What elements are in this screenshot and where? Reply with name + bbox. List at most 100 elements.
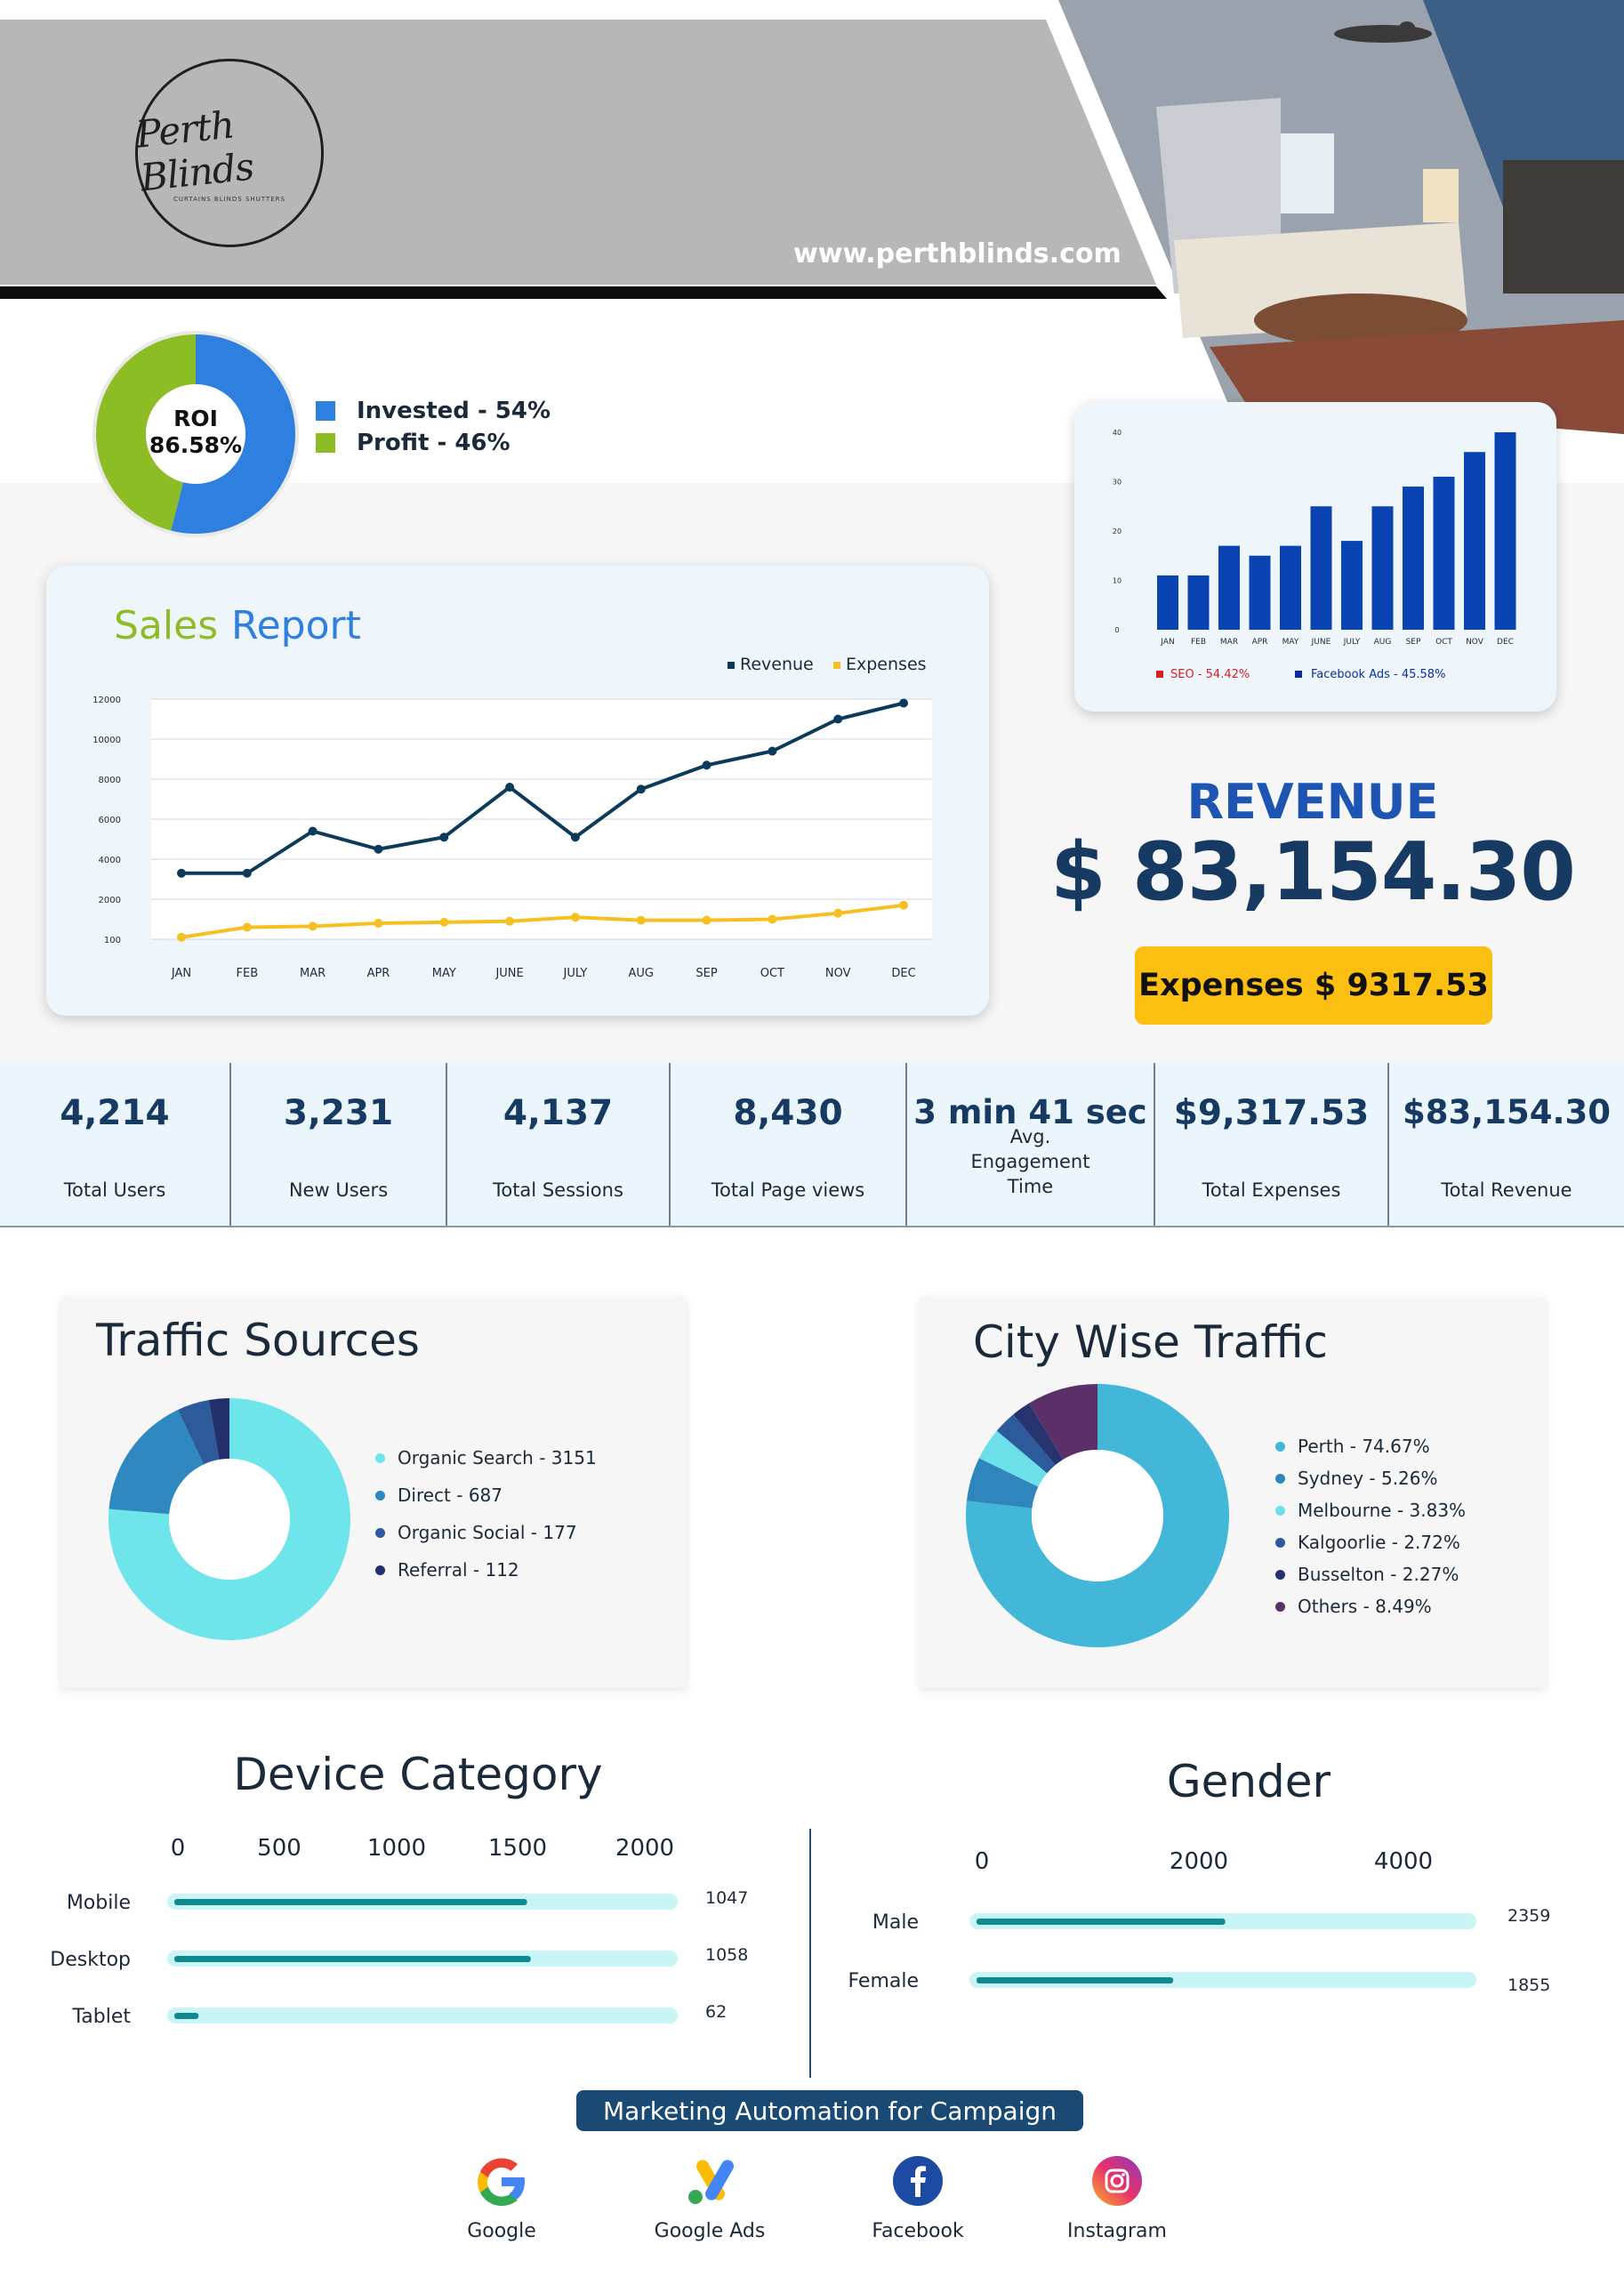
x-tick-label: APR — [367, 967, 390, 980]
google-channel[interactable]: Google — [413, 2152, 591, 2242]
y-tick-label: 0 — [1114, 626, 1119, 634]
traffic-sources-legend: Organic Search - 3151 Direct - 687 Organic… — [375, 1439, 597, 1589]
sales-title-part: Report — [231, 603, 361, 648]
x-tick-label: 4000 — [1374, 1848, 1433, 1875]
bar — [1371, 506, 1394, 630]
legend-dot — [375, 1452, 385, 1463]
legend-item: Sydney - 5.26% — [1275, 1462, 1466, 1494]
city-traffic-donut — [966, 1384, 1229, 1647]
legend-label: Organic Social - 177 — [398, 1522, 577, 1543]
data-point — [374, 919, 383, 928]
x-tick-label: NOV — [1466, 638, 1484, 647]
x-tick-label: SEP — [1406, 638, 1421, 647]
data-point — [768, 914, 777, 924]
legend-item: Others - 8.49% — [1275, 1590, 1466, 1622]
category-label: Mobile — [67, 1892, 131, 1914]
bar — [1218, 545, 1240, 630]
stat-label: Total Expenses — [1202, 1179, 1341, 1201]
roi-label: ROI — [173, 406, 218, 431]
bar — [1433, 476, 1455, 630]
legend-item: Melbourne - 3.83% — [1275, 1494, 1466, 1526]
stat-total-users: 4,214 Total Users — [0, 1063, 231, 1226]
x-tick-label: MAY — [1282, 638, 1299, 647]
instagram-icon — [1092, 2156, 1142, 2206]
x-tick-label: AUG — [1374, 638, 1392, 647]
website-link[interactable]: www.perthblinds.com — [793, 238, 1122, 270]
data-point — [177, 932, 186, 942]
google-ads-label: Google Ads — [654, 2220, 766, 2242]
google-ads-icon — [688, 2160, 734, 2204]
device-category-title: Device Category — [233, 1749, 603, 1800]
stat-value: $9,317.53 — [1173, 1093, 1370, 1133]
stat-label: New Users — [288, 1179, 389, 1201]
legend-dot — [1275, 1601, 1285, 1612]
roi-slice — [95, 334, 196, 531]
data-point — [308, 826, 318, 836]
stat-new-users: 3,231 New Users — [231, 1063, 447, 1226]
legend-dot — [1275, 1569, 1285, 1580]
data-point — [177, 868, 186, 878]
legend-label: Invested - 54% — [357, 398, 551, 424]
x-tick-label: 0 — [975, 1848, 990, 1875]
bar — [1403, 487, 1424, 630]
city-traffic-legend: Perth - 74.67% Sydney - 5.26% Melbourne - … — [1275, 1430, 1466, 1622]
legend-label: Sydney - 5.26% — [1298, 1468, 1438, 1489]
traffic-sources-panel: Traffic Sources Organic Search - 3151 Dir… — [60, 1297, 687, 1688]
stat-value: 4,214 — [60, 1093, 170, 1133]
legend-dot — [375, 1490, 385, 1501]
y-tick-label: 12000 — [92, 696, 121, 705]
google-label: Google — [467, 2220, 536, 2242]
roi-hole — [146, 384, 245, 484]
device-category-chart: 0 500 1000 1500 2000 Mobile 1047 Desktop 1058 Tab… — [50, 1835, 748, 2028]
x-tick-label: 0 — [171, 1835, 186, 1862]
legend-item: Organic Search - 3151 — [375, 1439, 597, 1476]
legend-label: Organic Search - 3151 — [398, 1447, 597, 1468]
campaign-banner: Marketing Automation for Campaign — [576, 2090, 1083, 2131]
value-label: 1058 — [705, 1945, 748, 1965]
data-point — [242, 922, 252, 932]
stat-value: 8,430 — [733, 1093, 843, 1133]
traffic-slice — [208, 1398, 229, 1460]
legend-item: Busselton - 2.27% — [1275, 1558, 1466, 1590]
roi-legend: Invested - 54% Profit - 46% — [316, 395, 551, 459]
logo: Perth Blinds CURTAINS BLINDS SHUTTERS — [133, 59, 324, 247]
facebook-channel[interactable]: Facebook — [829, 2152, 1007, 2242]
legend-dot — [1275, 1473, 1285, 1484]
stat-value: 3 min 41 sec — [913, 1093, 1147, 1131]
data-point — [768, 746, 777, 756]
x-tick-label: JAN — [171, 967, 191, 980]
legend-label: Referral - 112 — [398, 1559, 519, 1581]
city-hole — [1032, 1450, 1163, 1581]
traffic-slice — [109, 1409, 205, 1515]
x-tick-label: JUNE — [1311, 638, 1331, 647]
stat-total-revenue: $83,154.30 Total Revenue — [1389, 1063, 1624, 1226]
legend-dot — [1275, 1537, 1285, 1548]
section-divider — [809, 1829, 811, 2078]
y-tick-label: 2000 — [99, 896, 121, 905]
gender-title: Gender — [1166, 1756, 1331, 1807]
x-tick-label: DEC — [1497, 638, 1514, 647]
x-tick-label: OCT — [1435, 638, 1452, 647]
x-tick-label: 500 — [257, 1835, 301, 1862]
legend-label: Profit - 46% — [357, 430, 511, 456]
x-tick-label: MAR — [300, 967, 326, 980]
logo-subtitle: CURTAINS BLINDS SHUTTERS — [173, 196, 285, 203]
data-point — [570, 833, 580, 842]
value-label: 2359 — [1507, 1906, 1550, 1926]
legend-label: Revenue — [740, 655, 814, 674]
data-point — [833, 714, 843, 724]
value-label: 62 — [705, 2002, 727, 2022]
bar — [174, 1956, 531, 1962]
legend-item: Referral - 112 — [375, 1551, 597, 1589]
google-ads-channel[interactable]: Google Ads — [621, 2152, 799, 2242]
x-tick-label: FEB — [1191, 638, 1206, 647]
category-label: Desktop — [50, 1949, 131, 1971]
y-tick-label: 100 — [104, 936, 121, 945]
roi-donut-chart — [92, 331, 299, 537]
value-label: 1047 — [705, 1888, 748, 1908]
instagram-channel[interactable]: Instagram — [1028, 2152, 1206, 2242]
instagram-label: Instagram — [1067, 2220, 1167, 2242]
city-slice — [966, 1458, 1039, 1509]
bar — [1341, 541, 1363, 630]
x-tick-label: NOV — [825, 967, 851, 980]
